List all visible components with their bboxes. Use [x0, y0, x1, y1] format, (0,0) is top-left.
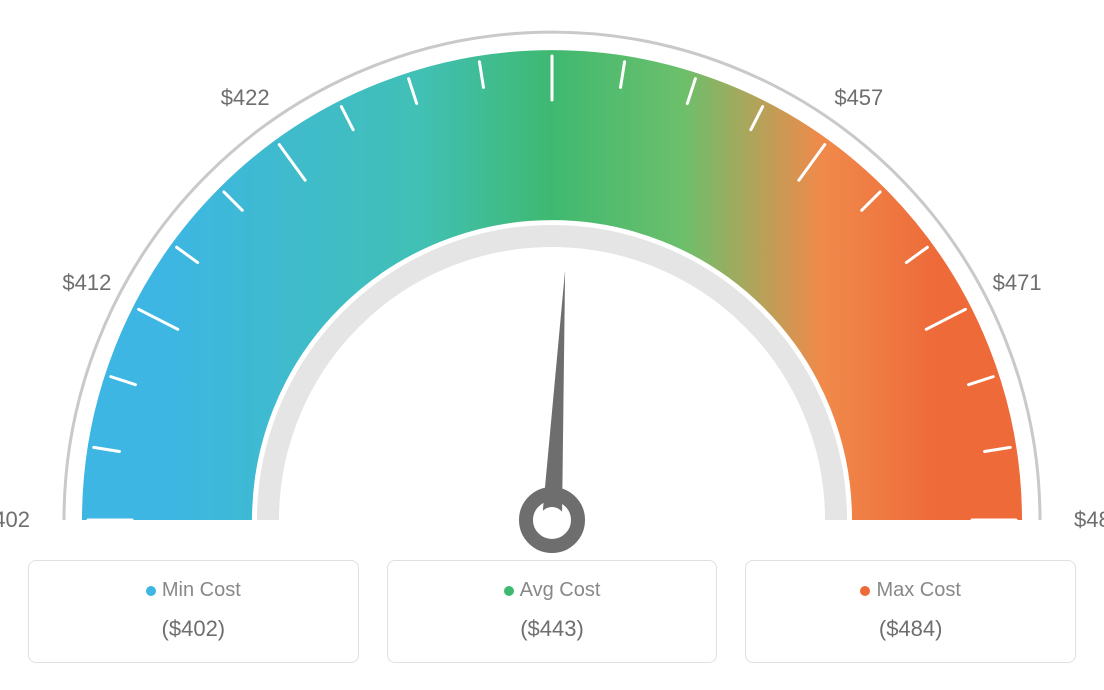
legend-label: Min Cost	[162, 579, 241, 601]
legend-label-row: Max Cost	[756, 579, 1065, 602]
legend-value: ($402)	[39, 616, 348, 642]
legend-label-row: Min Cost	[39, 579, 348, 602]
gauge-scale-label: $422	[221, 85, 270, 111]
gauge-scale-label: $412	[62, 270, 111, 296]
legend-dot-icon	[504, 586, 514, 596]
gauge-chart: $402$412$422$443$457$471$484	[0, 0, 1104, 560]
gauge-scale-label: $457	[834, 85, 883, 111]
legend-dot-icon	[860, 586, 870, 596]
gauge-svg	[0, 0, 1104, 560]
legend-label-row: Avg Cost	[398, 579, 707, 602]
gauge-scale-label: $471	[993, 270, 1042, 296]
legend-card: Min Cost ($402)	[28, 560, 359, 663]
legend-row: Min Cost ($402) Avg Cost ($443) Max Cost ($48…	[0, 560, 1104, 663]
legend-card: Max Cost ($484)	[745, 560, 1076, 663]
legend-value: ($484)	[756, 616, 1065, 642]
legend-value: ($443)	[398, 616, 707, 642]
gauge-scale-label: $402	[0, 507, 30, 533]
legend-dot-icon	[146, 586, 156, 596]
legend-label: Avg Cost	[520, 579, 601, 601]
gauge-scale-label: $484	[1074, 507, 1104, 533]
legend-label: Max Cost	[876, 579, 960, 601]
legend-card: Avg Cost ($443)	[387, 560, 718, 663]
